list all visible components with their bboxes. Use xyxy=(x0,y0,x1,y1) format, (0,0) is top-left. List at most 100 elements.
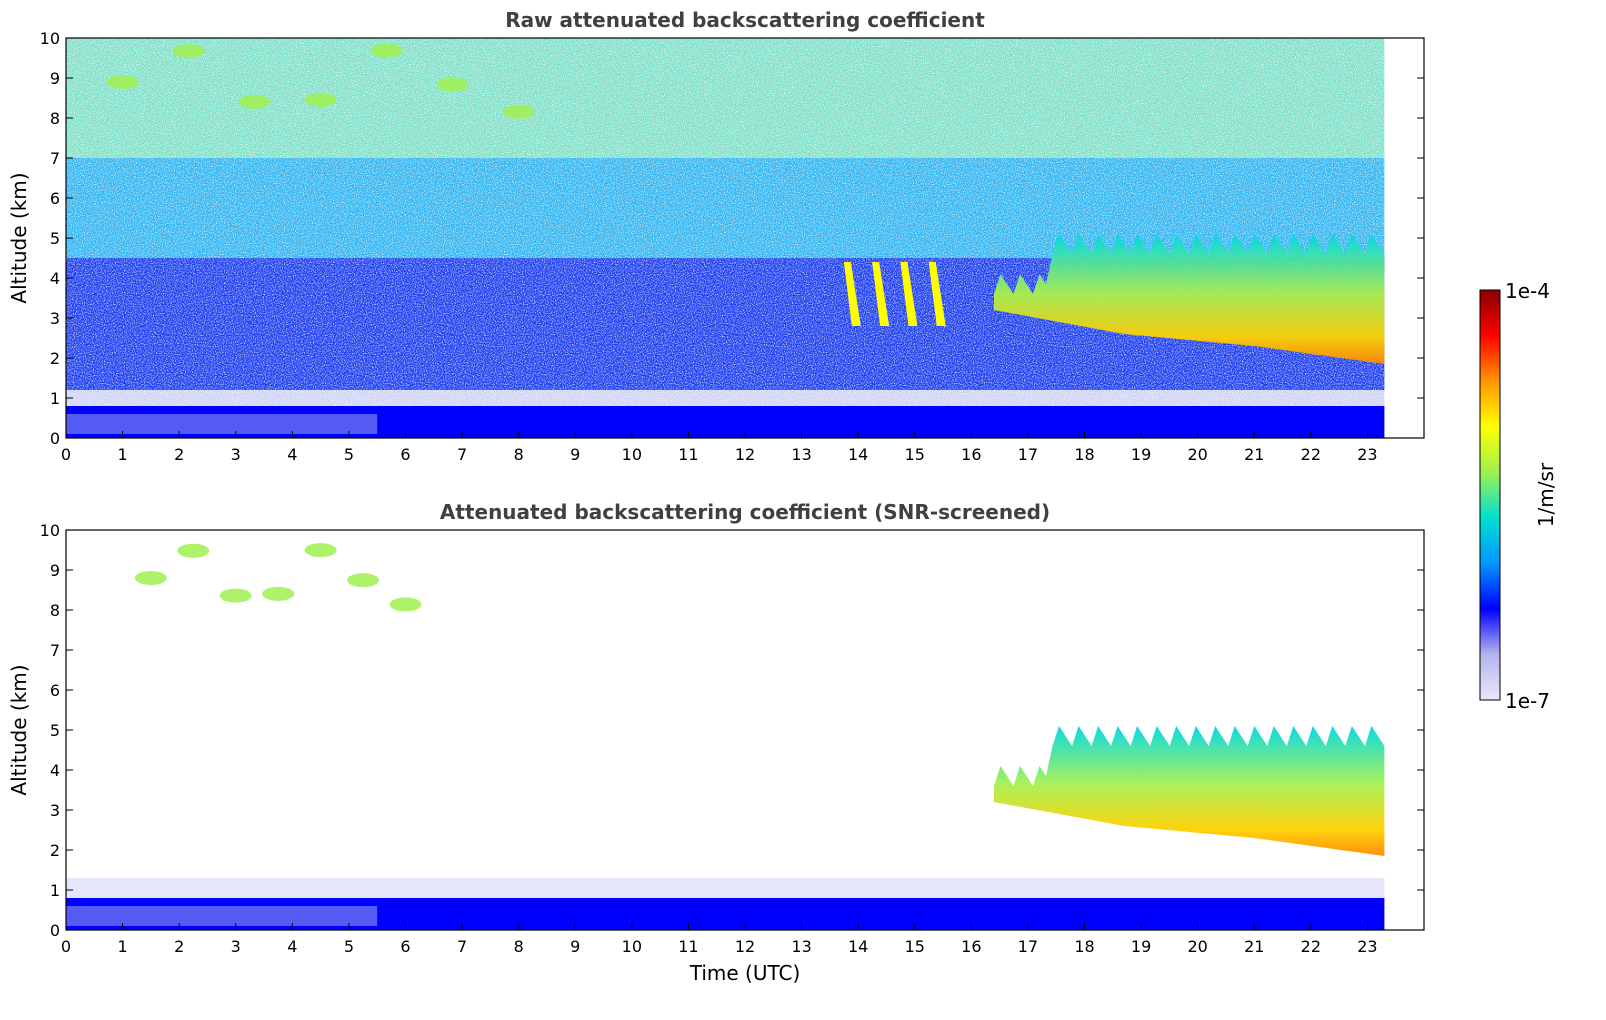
y-tick-label: 2 xyxy=(50,841,60,860)
x-tick-label: 3 xyxy=(231,937,241,956)
x-tick-label: 22 xyxy=(1301,937,1321,956)
y-tick-label: 6 xyxy=(50,189,60,208)
x-tick-label: 11 xyxy=(678,445,698,464)
y-tick-label: 7 xyxy=(50,641,60,660)
y-tick-label: 9 xyxy=(50,69,60,88)
y-tick-label: 3 xyxy=(50,801,60,820)
x-tick-label: 16 xyxy=(961,937,981,956)
y-tick-label: 2 xyxy=(50,349,60,368)
x-tick-label: 2 xyxy=(174,937,184,956)
x-tick-label: 14 xyxy=(848,445,868,464)
noise-overlay xyxy=(66,38,1385,438)
cirrus-patch xyxy=(134,571,167,585)
y-tick-label: 9 xyxy=(50,561,60,580)
x-tick-label: 0 xyxy=(61,937,71,956)
cirrus-patch xyxy=(389,597,422,612)
x-tick-label: 1 xyxy=(117,445,127,464)
y-tick-label: 1 xyxy=(50,389,60,408)
x-tick-label: 20 xyxy=(1187,445,1207,464)
x-tick-label: 7 xyxy=(457,937,467,956)
x-tick-label: 11 xyxy=(678,937,698,956)
cloud-streak xyxy=(900,262,918,326)
x-tick-label: 16 xyxy=(961,445,981,464)
y-tick-label: 6 xyxy=(50,681,60,700)
x-tick-label: 23 xyxy=(1357,445,1377,464)
x-tick-label: 22 xyxy=(1301,445,1321,464)
x-tick-label: 19 xyxy=(1131,445,1151,464)
y-tick-label: 7 xyxy=(50,149,60,168)
cirrus-patch xyxy=(106,75,139,89)
cirrus-patch xyxy=(177,543,210,558)
y-tick-label: 3 xyxy=(50,309,60,328)
cirrus-patch xyxy=(262,586,295,601)
aerosol-residual xyxy=(66,414,378,434)
x-axis: 0 1 2 3 4 5 6 7 8 9 10 11 12 13 14 15 16 17 18 19 20 21 22 23 xyxy=(61,431,1378,464)
x-tick-label: 12 xyxy=(735,937,755,956)
x-tick-label: 7 xyxy=(457,445,467,464)
colorbar: 1e-4 1e-7 1/m/sr xyxy=(1479,279,1558,713)
x-tick-label: 19 xyxy=(1131,937,1151,956)
x-tick-label: 17 xyxy=(1018,445,1038,464)
x-tick-label: 21 xyxy=(1244,937,1264,956)
y-tick-label: 0 xyxy=(50,429,60,448)
x-tick-label: 9 xyxy=(570,937,580,956)
x-tick-label: 3 xyxy=(231,445,241,464)
cirrus-patch xyxy=(347,573,380,588)
colorbar-unit-label: 1/m/sr xyxy=(1534,462,1558,527)
x-tick-label: 23 xyxy=(1357,937,1377,956)
colorbar-scale xyxy=(1479,289,1501,701)
x-tick-label: 17 xyxy=(1018,937,1038,956)
x-tick-label: 14 xyxy=(848,937,868,956)
cirrus-patch xyxy=(304,92,337,107)
x-tick-label: 20 xyxy=(1187,937,1207,956)
cirrus-patch xyxy=(238,94,271,109)
y-tick-label: 4 xyxy=(50,269,60,288)
x-tick-label: 10 xyxy=(622,937,642,956)
y-tick-label: 5 xyxy=(50,229,60,248)
y-tick-label: 8 xyxy=(50,109,60,128)
x-tick-label: 9 xyxy=(570,445,580,464)
x-tick-label: 6 xyxy=(400,445,410,464)
y-tick-label: 4 xyxy=(50,761,60,780)
x-tick-label: 5 xyxy=(344,937,354,956)
y-tick-label: 8 xyxy=(50,601,60,620)
x-tick-label: 10 xyxy=(622,445,642,464)
x-tick-label: 8 xyxy=(514,937,524,956)
x-axis: 0 1 2 3 4 5 6 7 8 9 10 11 12 13 14 15 16 17 18 19 20 21 22 23 xyxy=(61,923,1378,956)
x-tick-label: 2 xyxy=(174,445,184,464)
x-tick-label: 1 xyxy=(117,937,127,956)
cirrus-patch xyxy=(304,543,337,558)
y-tick-label: 5 xyxy=(50,721,60,740)
cloud-deck xyxy=(994,726,1385,856)
cirrus-patch xyxy=(219,588,252,603)
x-tick-label: 5 xyxy=(344,445,354,464)
y-tick-label: 10 xyxy=(40,29,60,48)
cirrus-patch xyxy=(370,43,403,58)
cirrus-patch xyxy=(172,44,205,59)
chart-title: Raw attenuated backscattering coefficien… xyxy=(505,8,985,32)
x-axis-label: Time (UTC) xyxy=(689,961,801,985)
x-tick-label: 8 xyxy=(514,445,524,464)
x-tick-label: 12 xyxy=(735,445,755,464)
y-tick-label: 1 xyxy=(50,881,60,900)
cloud-streak xyxy=(928,262,946,326)
y-tick-label: 10 xyxy=(40,521,60,540)
cloud-streak xyxy=(872,262,890,326)
x-tick-label: 0 xyxy=(61,445,71,464)
x-tick-label: 4 xyxy=(287,445,297,464)
y-tick-label: 0 xyxy=(50,921,60,940)
colorbar-max-label: 1e-4 xyxy=(1505,279,1550,303)
x-tick-label: 4 xyxy=(287,937,297,956)
x-tick-label: 18 xyxy=(1074,937,1094,956)
x-tick-label: 15 xyxy=(905,937,925,956)
cloud-deck xyxy=(994,234,1385,364)
x-tick-label: 13 xyxy=(791,445,811,464)
x-tick-label: 15 xyxy=(905,445,925,464)
y-axis-label: Altitude (km) xyxy=(7,664,31,795)
chart-title: Attenuated backscattering coefficient (S… xyxy=(440,500,1050,524)
y-axis: 0 1 2 3 4 5 6 7 8 9 10 xyxy=(40,29,1424,448)
x-tick-label: 18 xyxy=(1074,445,1094,464)
y-axis: 0 1 2 3 4 5 6 7 8 9 10 xyxy=(40,521,1424,940)
raw-backscatter-panel: Raw attenuated backscattering coefficien… xyxy=(7,8,1425,464)
